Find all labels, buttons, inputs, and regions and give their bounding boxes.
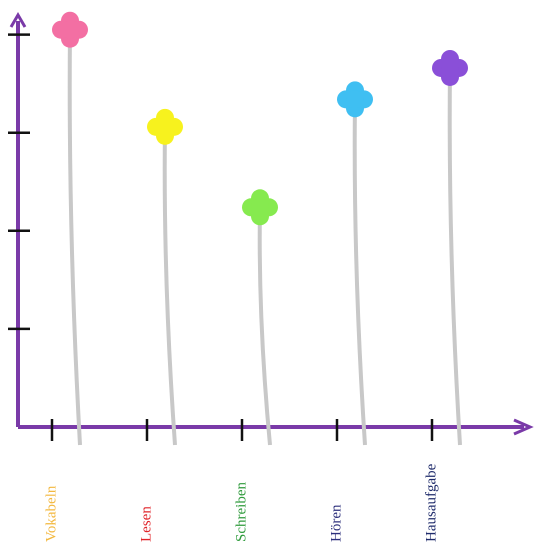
x-axis-arrow	[513, 418, 534, 436]
petal	[441, 58, 459, 77]
x-tick-label: Hausaufgabe	[423, 463, 439, 542]
flower	[432, 49, 468, 86]
flower	[147, 108, 183, 145]
petal	[346, 90, 364, 109]
x-tick-label: Schreiben	[233, 482, 249, 542]
petal	[61, 20, 79, 39]
x-tick-label: Hören	[328, 504, 344, 542]
petal	[156, 117, 174, 136]
y-axis-arrow	[9, 12, 27, 28]
x-tick-label: Lesen	[138, 506, 154, 542]
flower	[52, 11, 88, 48]
stem	[257, 207, 272, 446]
x-tick-label: Vokabeln	[43, 485, 59, 542]
stem	[67, 29, 82, 446]
stem	[162, 126, 177, 446]
petal	[251, 198, 269, 217]
stem	[352, 99, 367, 446]
flower	[242, 189, 278, 226]
flower	[337, 81, 373, 118]
stem	[447, 67, 462, 446]
